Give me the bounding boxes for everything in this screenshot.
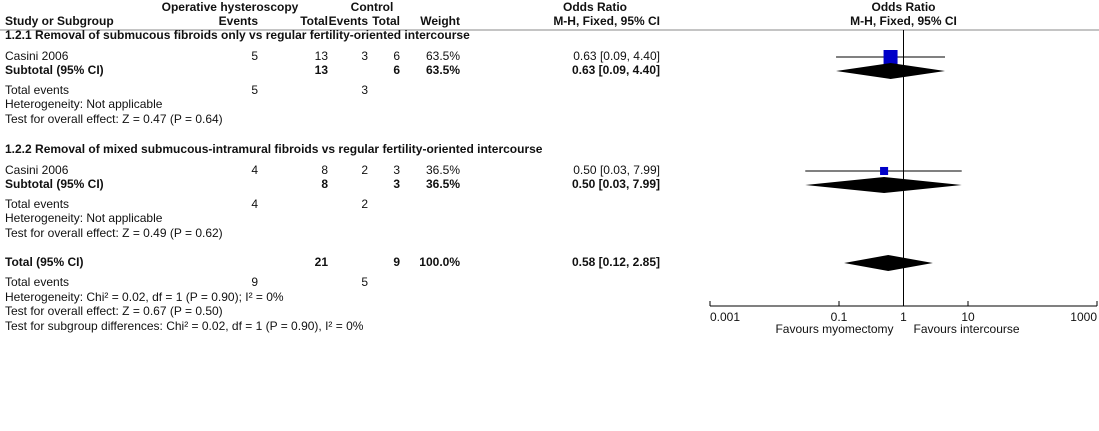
cell: 3: [361, 83, 368, 97]
cell: Casini 2006: [5, 49, 69, 63]
cell: 100.0%: [419, 255, 460, 269]
study-square: [880, 166, 889, 176]
note: Test for subgroup differences: Chi² = 0.…: [5, 319, 364, 333]
x-tick-label: 10: [961, 310, 975, 324]
note: Heterogeneity: Not applicable: [5, 97, 163, 111]
cell: Total events: [5, 83, 69, 97]
column-header: M-H, Fixed, 95% CI: [553, 14, 660, 28]
subgroup-title: 1.2.2 Removal of mixed submucous-intramu…: [5, 142, 543, 156]
pooled-diamond: [805, 177, 962, 193]
header: Odds Ratio: [871, 0, 935, 14]
x-tick-label: 0.001: [710, 310, 740, 324]
cell: 0.50 [0.03, 7.99]: [573, 163, 660, 177]
column-header: Total: [300, 14, 328, 28]
cell: Total events: [5, 275, 69, 289]
x-tick-label: 0.1: [831, 310, 848, 324]
summary-label: Total (95% CI): [5, 255, 83, 269]
study-square: [883, 50, 898, 64]
favours-label: Favours myomectomy: [775, 322, 893, 336]
note: Test for overall effect: Z = 0.67 (P = 0…: [5, 304, 223, 318]
cell: 36.5%: [426, 177, 460, 191]
cell: 3: [393, 177, 400, 191]
cell: 63.5%: [426, 49, 460, 63]
note: Heterogeneity: Chi² = 0.02, df = 1 (P = …: [5, 290, 284, 304]
cell: 3: [361, 49, 368, 63]
cell: Total events: [5, 197, 69, 211]
pooled-diamond: [844, 255, 933, 271]
column-header: Events: [329, 14, 369, 28]
pooled-diamond: [836, 63, 946, 79]
header: Control: [351, 0, 394, 14]
note: Test for overall effect: Z = 0.49 (P = 0…: [5, 226, 223, 240]
cell: 0.63 [0.09, 4.40]: [572, 63, 660, 77]
column-header: Study or Subgroup: [5, 14, 114, 28]
summary-label: Subtotal (95% CI): [5, 63, 104, 77]
column-header: Events: [219, 14, 259, 28]
cell: 8: [321, 163, 328, 177]
cell: 2: [361, 197, 368, 211]
header: M-H, Fixed, 95% CI: [850, 14, 957, 28]
cell: 5: [251, 49, 258, 63]
cell: 0.63 [0.09, 4.40]: [573, 49, 660, 63]
cell: 0.50 [0.03, 7.99]: [572, 177, 660, 191]
cell: 6: [393, 49, 400, 63]
cell: 5: [251, 83, 258, 97]
cell: 8: [321, 177, 328, 191]
cell: 5: [361, 275, 368, 289]
header: Operative hysteroscopy: [162, 0, 299, 14]
cell: 63.5%: [426, 63, 460, 77]
favours-label: Favours intercourse: [914, 322, 1020, 336]
cell: 36.5%: [426, 163, 460, 177]
cell: 9: [251, 275, 258, 289]
cell: 2: [361, 163, 368, 177]
column-header: Weight: [420, 14, 460, 28]
subgroup-title: 1.2.1 Removal of submucous fibroids only…: [5, 28, 470, 42]
cell: 9: [393, 255, 400, 269]
x-tick-label: 1000: [1070, 310, 1097, 324]
cell: 6: [393, 63, 400, 77]
cell: 4: [251, 163, 258, 177]
cell: Casini 2006: [5, 163, 69, 177]
note: Heterogeneity: Not applicable: [5, 211, 163, 225]
cell: 13: [315, 63, 329, 77]
cell: 13: [315, 49, 329, 63]
header: Odds Ratio: [563, 0, 627, 14]
summary-label: Subtotal (95% CI): [5, 177, 104, 191]
cell: 21: [315, 255, 329, 269]
cell: 3: [393, 163, 400, 177]
column-header: Total: [372, 14, 400, 28]
x-tick-label: 1: [900, 310, 907, 324]
note: Test for overall effect: Z = 0.47 (P = 0…: [5, 112, 223, 126]
cell: 4: [251, 197, 258, 211]
cell: 0.58 [0.12, 2.85]: [572, 255, 660, 269]
